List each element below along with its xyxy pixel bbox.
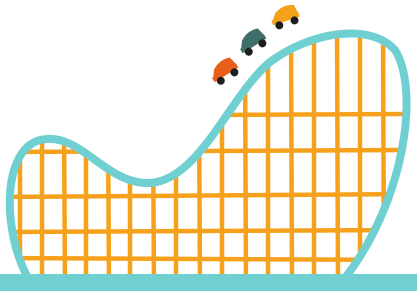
page: Roller coaster {} html, body { margin: 0… (0, 0, 417, 291)
post (383, 20, 384, 290)
coaster-illustration (0, 0, 417, 291)
post (108, 120, 109, 290)
beam (0, 194, 417, 197)
beam (0, 114, 417, 116)
trestle (0, 20, 417, 290)
car (207, 55, 242, 87)
car (235, 26, 270, 58)
beam (0, 150, 417, 152)
ground (0, 274, 417, 291)
car (268, 3, 301, 31)
page-body (0, 0, 417, 291)
track (10, 33, 407, 278)
post (291, 20, 292, 290)
post (153, 120, 154, 290)
beam (0, 230, 417, 232)
post (337, 20, 338, 290)
